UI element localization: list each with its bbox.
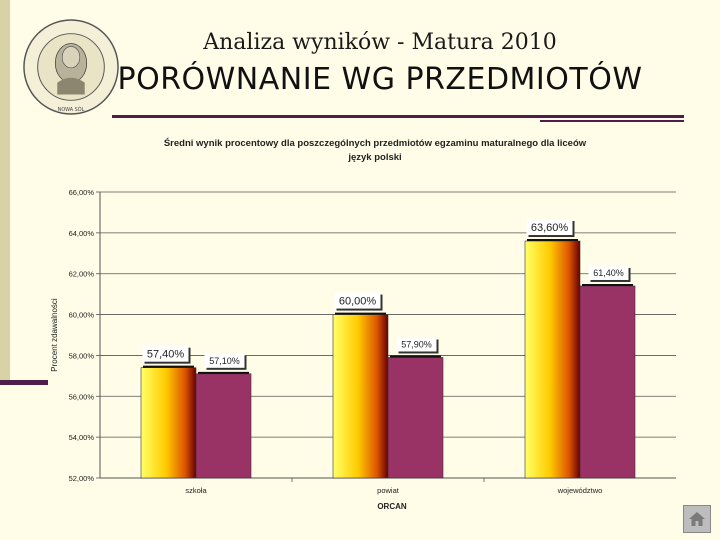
y-tick-label: 54,00% — [69, 433, 95, 442]
y-tick-label: 58,00% — [69, 351, 95, 360]
data-label: 57,90% — [401, 339, 432, 349]
data-label: 63,60% — [531, 222, 569, 234]
header-rule — [112, 115, 684, 118]
bar — [387, 357, 444, 479]
x-tick-label: województwo — [557, 486, 603, 495]
data-label-box — [396, 337, 437, 352]
chart-subtitle: język polski — [348, 152, 402, 163]
y-tick-label: 56,00% — [69, 392, 95, 401]
bar — [332, 314, 389, 479]
data-label: 57,40% — [147, 349, 185, 361]
left-decor-accent — [0, 380, 48, 385]
data-label: 57,10% — [209, 356, 240, 366]
x-axis-label: ORCAN — [377, 502, 407, 511]
data-label: 61,40% — [593, 268, 624, 278]
data-label-box — [204, 353, 245, 368]
left-decor-bar — [0, 0, 10, 383]
y-axis-label: Procent zdawalności — [50, 298, 59, 372]
header-rule-secondary — [540, 120, 684, 122]
y-tick-label: 60,00% — [69, 311, 95, 320]
data-label-box — [526, 219, 573, 236]
bar — [524, 240, 581, 479]
page-subtitle: PORÓWNANIE WG PRZEDMIOTÓW — [117, 62, 643, 97]
x-tick-label: szkoła — [185, 486, 207, 495]
y-tick-label: 64,00% — [69, 229, 95, 238]
chart-title: Średni wynik procentowy dla poszczególny… — [163, 138, 587, 149]
home-icon — [689, 512, 705, 526]
bar — [195, 373, 252, 479]
school-logo: NOWA SÓL — [23, 19, 119, 115]
chart-title-block: Średni wynik procentowy dla poszczególny… — [100, 137, 650, 165]
logo-footer-text: NOWA SÓL — [58, 106, 85, 113]
y-tick-label: 66,00% — [69, 188, 95, 197]
x-tick-label: powiat — [377, 486, 400, 495]
home-button[interactable] — [683, 505, 711, 533]
bar — [140, 367, 197, 479]
bar — [579, 285, 636, 479]
data-label-box — [334, 292, 381, 309]
page-title: Analiza wyników - Matura 2010 — [203, 30, 557, 55]
data-label-box — [142, 345, 189, 362]
y-tick-label: 62,00% — [69, 270, 95, 279]
y-tick-label: 52,00% — [69, 474, 95, 483]
data-label: 60,00% — [339, 296, 377, 308]
data-label-box — [588, 265, 629, 280]
